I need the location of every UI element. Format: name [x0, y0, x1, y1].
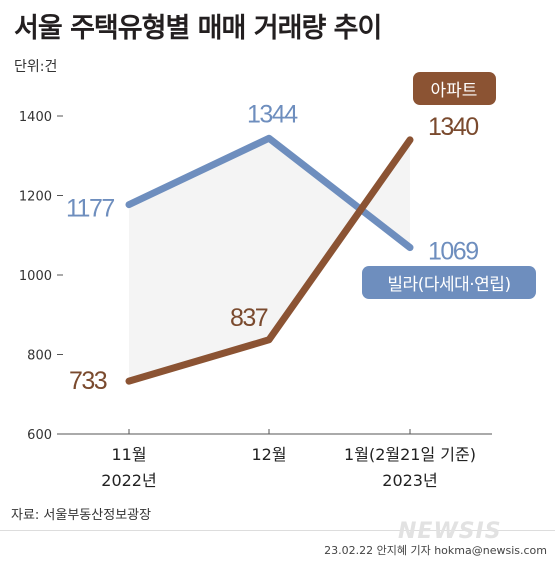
apartment-data-label: 733 — [69, 367, 107, 395]
newsis-watermark: NEWSIS — [398, 519, 502, 544]
villa-legend-tag — [362, 266, 536, 299]
villa-data-label: 1344 — [247, 100, 298, 128]
y-axis: 600 800 1000 1200 1400 — [19, 110, 63, 443]
villa-data-label: 1177 — [66, 195, 114, 223]
y-tick-label: 1200 — [19, 190, 52, 205]
villa-data-label: 1069 — [428, 238, 478, 266]
apartment-legend-tag — [413, 72, 496, 105]
y-tick-label: 800 — [27, 349, 52, 364]
x-year-label: 2023년 — [382, 471, 437, 490]
villa-legend-label: 빌라(다세대·연립) — [387, 275, 510, 295]
source-note: 자료: 서울부동산정보광장 — [11, 508, 152, 523]
y-tick-label: 1000 — [19, 269, 52, 284]
series-lines — [125, 134, 414, 385]
data-labels: 1177 1344 1069 733 837 1340 — [66, 100, 480, 395]
x-year-label: 2022년 — [101, 471, 156, 490]
x-tick-label: 1월(2월21일 기준) — [344, 445, 476, 464]
x-tick-label: 11월 — [111, 445, 146, 464]
x-axis: 11월 2022년 12월 1월(2월21일 기준) 2023년 — [101, 429, 476, 490]
apartment-data-label: 837 — [230, 304, 268, 332]
y-tick-label: 1400 — [19, 110, 52, 125]
footer-divider — [0, 530, 555, 531]
byline: 23.02.22 안지혜 기자 hokma@newsis.com — [324, 544, 547, 557]
unit-label: 단위:건 — [14, 59, 58, 75]
x-tick-label: 12월 — [251, 445, 286, 464]
between-series-area — [129, 138, 410, 382]
chart-title: 서울 주택유형별 매매 거래량 추이 — [14, 13, 382, 44]
apartment-legend-label: 아파트 — [431, 81, 478, 101]
apartment-data-label: 1340 — [428, 113, 478, 141]
y-tick-label: 600 — [27, 428, 52, 443]
apartment-line — [125, 136, 414, 385]
